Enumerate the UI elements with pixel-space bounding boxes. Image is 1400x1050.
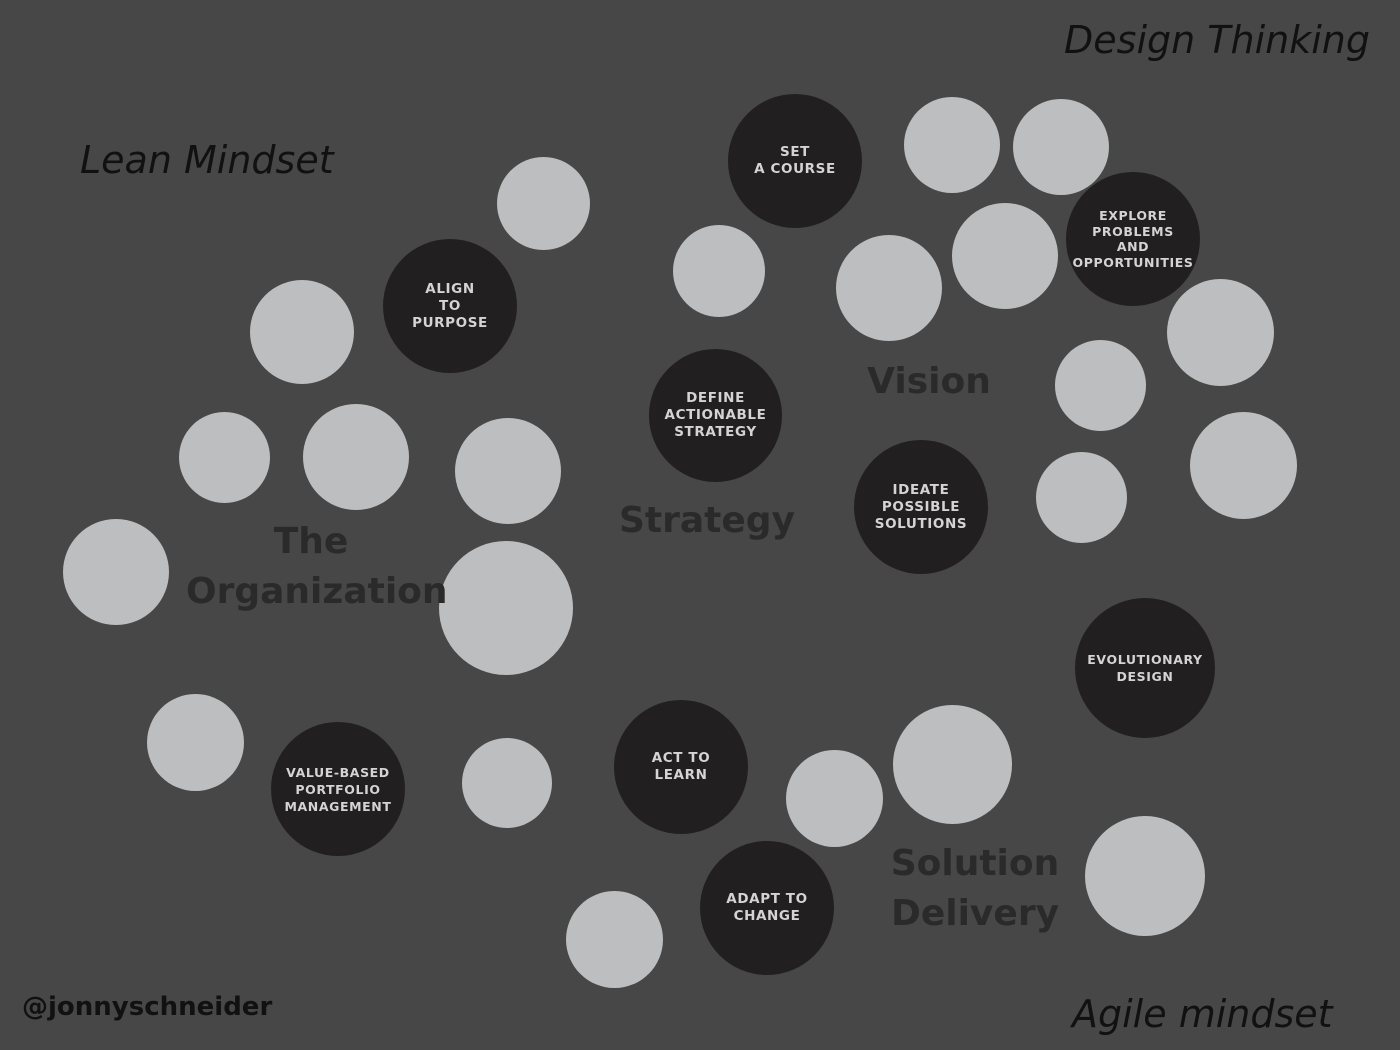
practice-value-based-portfolio: VALUE-BASED PORTFOLIO MANAGEMENT <box>271 722 405 856</box>
decorative-circle <box>1167 279 1274 386</box>
practice-adapt-to-change: ADAPT TO CHANGE <box>700 841 834 975</box>
practice-label: SET A COURSE <box>754 144 836 177</box>
decorative-circle <box>893 705 1012 824</box>
practice-define-strategy: DEFINE ACTIONABLE STRATEGY <box>649 349 782 482</box>
decorative-circle <box>147 694 244 791</box>
decorative-circle <box>904 97 1000 193</box>
decorative-circle <box>566 891 663 988</box>
region-label-vision: Vision <box>867 361 991 402</box>
practice-label: DEFINE ACTIONABLE STRATEGY <box>664 390 767 440</box>
decorative-circle <box>836 235 942 341</box>
practice-label: ALIGN TO PURPOSE <box>412 280 488 331</box>
decorative-circle <box>179 412 270 503</box>
decorative-circle <box>1055 340 1146 431</box>
region-label-strategy: Strategy <box>618 500 796 541</box>
decorative-circle <box>1013 99 1109 195</box>
agile-mindset-label: Agile mindset <box>1072 992 1333 1036</box>
decorative-circle <box>1036 452 1127 543</box>
practice-explore-problems: EXPLORE PROBLEMS AND OPPORTUNITIES <box>1066 172 1200 306</box>
decorative-circle <box>455 418 561 524</box>
practice-label: EXPLORE PROBLEMS AND OPPORTUNITIES <box>1072 208 1194 270</box>
practice-label: EVOLUTIONARY DESIGN <box>1087 652 1203 684</box>
author-credit: @jonnyschneider <box>22 992 273 1022</box>
practice-label: VALUE-BASED PORTFOLIO MANAGEMENT <box>284 764 392 814</box>
decorative-circle <box>250 280 354 384</box>
practice-ideate-solutions: IDEATE POSSIBLE SOLUTIONS <box>854 440 988 574</box>
practice-set-a-course: SET A COURSE <box>728 94 862 228</box>
region-label-organization: The Organization <box>186 521 448 612</box>
design-thinking-label: Design Thinking <box>1064 18 1370 62</box>
practice-label: ACT TO LEARN <box>651 750 711 783</box>
practice-label: ADAPT TO CHANGE <box>726 891 808 924</box>
decorative-circle <box>462 738 552 828</box>
decorative-circle <box>1190 412 1297 519</box>
decorative-circle <box>63 519 169 625</box>
decorative-circle <box>497 157 590 250</box>
decorative-circle <box>786 750 883 847</box>
decorative-circle <box>439 541 573 675</box>
practice-act-to-learn: ACT TO LEARN <box>614 700 748 834</box>
practice-align-to-purpose: ALIGN TO PURPOSE <box>383 239 517 373</box>
decorative-circle <box>1085 816 1205 936</box>
practice-evolutionary-design: EVOLUTIONARY DESIGN <box>1075 598 1215 738</box>
lean-mindset-label: Lean Mindset <box>80 138 334 182</box>
practice-label: IDEATE POSSIBLE SOLUTIONS <box>874 481 968 532</box>
decorative-circle <box>952 203 1058 309</box>
decorative-circle <box>303 404 409 510</box>
region-label-solution-delivery: Solution Delivery <box>890 843 1060 934</box>
decorative-circle <box>673 225 765 317</box>
